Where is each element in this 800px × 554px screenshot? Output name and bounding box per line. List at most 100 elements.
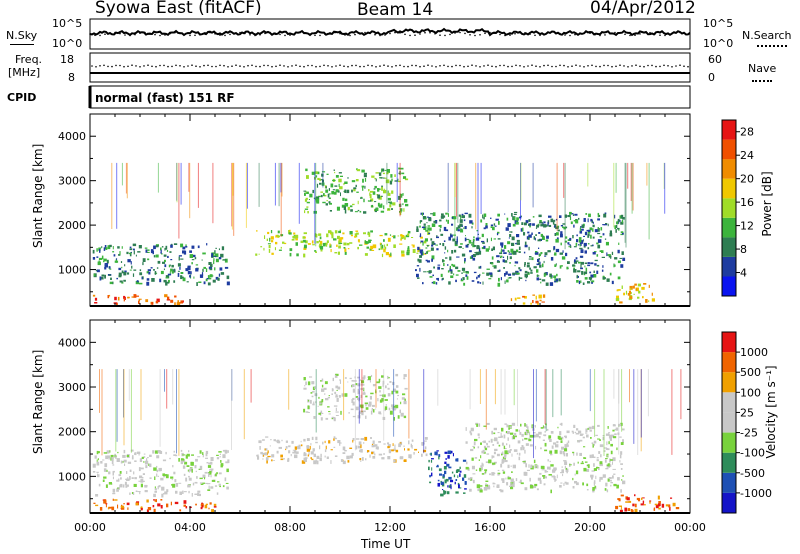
echo-cell [404,199,408,203]
echo-cell [443,240,446,242]
echo-cell [491,472,495,476]
echo-cell [201,272,204,276]
echo-cell [563,460,567,462]
echo-cell [455,274,459,276]
echo-cell [112,471,114,476]
echo-cell [520,277,523,279]
echo-cell [146,458,148,462]
echo-streak [556,162,558,231]
echo-cell [219,267,223,271]
echo-cell [480,219,483,223]
echo-cell [391,190,394,194]
echo-cell [626,497,630,501]
echo-streak [232,162,234,196]
echo-cell [450,234,453,238]
echo-cell [387,444,391,448]
echo-cell [295,242,298,246]
echo-cell [456,469,460,472]
echo-cell [654,503,658,506]
echo-cell [513,435,517,438]
echo-cell [493,265,497,269]
echo-streak [621,369,623,432]
echo-cell [309,376,313,378]
echo-cell [273,439,276,442]
echo-cell [431,258,433,262]
echo-cell [564,461,568,465]
echo-cell [535,234,537,236]
echo-cell [95,504,99,507]
echo-streak [513,369,515,406]
echo-cell [338,178,342,183]
echo-cell [532,300,534,304]
echo-streak [361,369,363,413]
echo-cell [543,273,546,277]
echo-cell [457,225,461,229]
echo-cell [178,255,182,257]
echo-cell [509,444,511,448]
echo-cell [371,443,374,445]
echo-cell [330,460,332,464]
echo-cell [580,249,584,253]
echo-cell [371,409,373,412]
echo-cell [472,445,475,447]
echo-cell [373,188,376,190]
echo-cell [620,214,624,219]
echo-cell [119,280,123,283]
echo-cell [129,248,133,251]
echo-cell [560,482,563,484]
echo-cell [578,239,582,243]
echo-cell [493,238,496,240]
echo-cell [363,174,367,178]
echo-cell [117,487,119,489]
colorbar-segment [722,139,736,160]
echo-cell [264,448,266,451]
echo-cell [370,239,372,241]
colorbar-tick-label: 4 [740,267,747,280]
echo-cell [400,234,403,237]
echo-cell [500,248,502,253]
echo-cell [138,480,142,482]
echo-cell [394,445,396,448]
echo-cell [458,484,460,489]
echo-cell [433,281,436,285]
echo-cell [201,502,203,504]
echo-streak [116,369,118,442]
echo-streak [625,162,627,248]
echo-cell [327,406,330,408]
echo-cell [314,386,316,390]
echo-cell [209,502,212,505]
echo-cell [189,250,192,253]
echo-cell [481,473,485,475]
echo-cell [210,457,214,461]
echo-streak [130,369,132,453]
echo-cell [605,241,609,246]
echo-cell [529,444,533,447]
echo-streak [315,369,317,433]
echo-cell [439,473,442,476]
echo-cell [313,401,315,406]
echo-cell [331,417,333,420]
echo-cell [158,467,162,472]
echo-cell [583,242,587,247]
echo-cell [124,270,127,273]
echo-cell [576,482,579,486]
echo-cell [612,461,613,465]
echo-cell [351,452,354,456]
echo-cell [368,200,371,202]
echo-cell [324,393,326,395]
echo-cell [420,236,423,239]
echo-cell [526,264,530,268]
echo-cell [469,488,472,492]
echo-cell [342,446,346,451]
echo-streak [563,162,565,198]
echo-cell [516,272,520,275]
echo-cell [464,212,468,215]
echo-streak [544,369,546,425]
echo-cell [182,490,184,494]
echo-cell [191,468,193,473]
echo-cell [346,242,350,246]
echo-cell [383,248,386,253]
echo-cell [568,244,571,246]
echo-cell [146,278,150,281]
echo-cell [585,432,588,434]
